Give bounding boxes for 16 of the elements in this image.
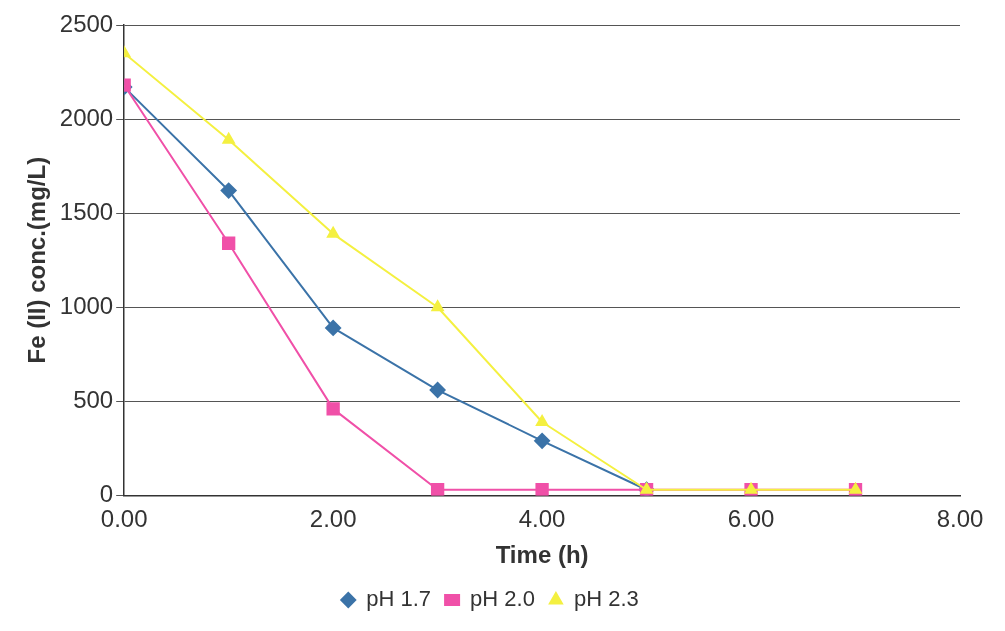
- legend-label: pH 1.7: [366, 586, 432, 612]
- y-axis-title: Fe (II) conc.(mg/L): [23, 156, 51, 364]
- y-tick-label: 2500: [59, 9, 114, 37]
- legend-label: pH 2.3: [573, 586, 639, 612]
- y-tick-label: 0: [99, 480, 114, 508]
- y-tick-label: 1000: [59, 291, 114, 319]
- y-tick-label: 1500: [59, 197, 114, 225]
- x-tick-label: 6.00: [727, 505, 775, 533]
- y-tick-label: 500: [73, 385, 114, 413]
- x-tick-label: 2.00: [309, 505, 357, 533]
- x-tick-label: 4.00: [518, 505, 566, 533]
- legend-label: pH 2.0: [470, 586, 535, 612]
- x-tick-label: 0.00: [100, 505, 148, 533]
- x-tick-label: 8.00: [936, 505, 984, 533]
- y-tick-label: 2000: [59, 103, 114, 131]
- x-axis-title: Time (h): [495, 541, 589, 569]
